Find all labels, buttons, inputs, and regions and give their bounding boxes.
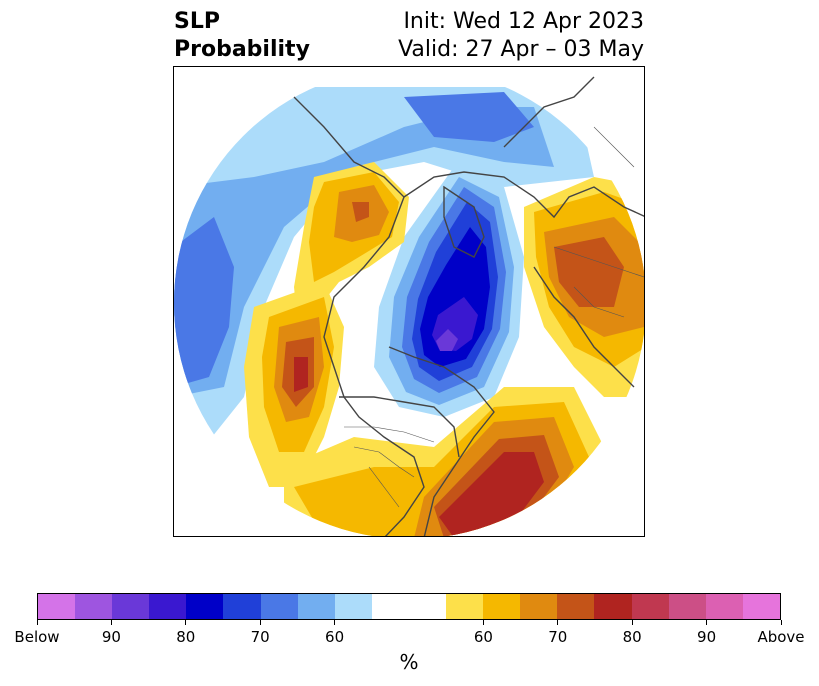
colorbar-cell [408,594,447,619]
colorbar-tick-label: 90 [101,628,121,646]
colorbar-tickmark [185,620,187,625]
colorbar-tick-label: 60 [473,628,493,646]
colorbar-tick-label: 70 [250,628,270,646]
title-line-1: SLP [174,9,220,34]
colorbar-tickmark [36,620,38,625]
colorbar-cell [260,594,298,619]
forecast-dates: Init: Wed 12 Apr 2023 Valid: 27 Apr – 03… [398,8,644,64]
colorbar-cell [186,594,224,619]
probability-fill [174,67,644,536]
map-title: SLP Probability [174,8,310,64]
colorbar-cell [75,594,113,619]
colorbar-cell [631,594,669,619]
colorbar-cell [149,594,187,619]
colorbar-tickmark [482,620,484,625]
colorbar-tickmark [334,620,336,625]
colorbar-cell [742,594,780,619]
probability-map [173,66,645,537]
coastlines [293,76,644,536]
colorbar-tickmark [110,620,112,625]
valid-date: Valid: 27 Apr – 03 May [398,37,644,62]
colorbar-cell [297,594,335,619]
colorbar-unit: % [399,650,419,674]
colorbar-cell [334,594,372,619]
colorbar-cell [705,594,743,619]
colorbar-cell [557,594,595,619]
colorbar-cell [223,594,261,619]
colorbar-cell [483,594,521,619]
colorbar-cell [371,594,409,619]
colorbar-tick-label: 70 [548,628,568,646]
colorbar-tickmark [631,620,633,625]
colorbar-cell [594,594,632,619]
colorbar [37,593,781,620]
colorbar-tick-label: Above [757,628,805,646]
colorbar-cell [520,594,558,619]
init-date: Init: Wed 12 Apr 2023 [403,9,644,34]
map-canvas [174,67,644,536]
colorbar-tick-label: 80 [622,628,642,646]
title-line-2: Probability [174,37,310,62]
colorbar-tick-label: 90 [697,628,717,646]
colorbar-tick-label: 60 [325,628,345,646]
colorbar-cell [38,594,76,619]
political-borders [344,126,644,508]
colorbar-cell [668,594,706,619]
colorbar-tickmark [259,620,261,625]
colorbar-cell [446,594,484,619]
colorbar-tickmark [706,620,708,625]
colorbar-cell [112,594,150,619]
colorbar-tick-label: Below [14,628,60,646]
colorbar-tickmark [780,620,782,625]
colorbar-tickmark [557,620,559,625]
colorbar-tick-label: 80 [176,628,196,646]
